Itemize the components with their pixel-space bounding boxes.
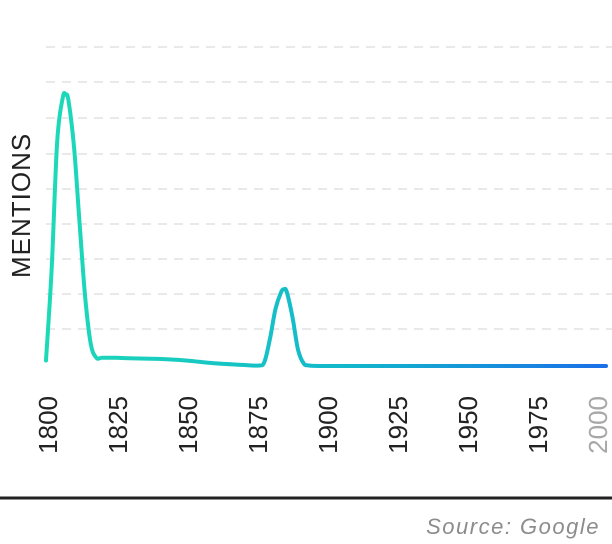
x-axis-ticks: 1800 1825 1850 1875 1900 1925 1950 1975 2000 <box>33 396 612 454</box>
x-tick-label: 1975 <box>523 396 553 454</box>
x-tick-label: 2000 <box>583 396 612 454</box>
x-tick-label: 1950 <box>453 396 483 454</box>
mentions-series-line <box>44 91 608 369</box>
x-tick-label: 1925 <box>383 396 413 454</box>
x-tick-label: 1875 <box>243 396 273 454</box>
x-tick-label: 1900 <box>313 396 343 454</box>
x-tick-label: 1800 <box>33 396 63 454</box>
y-axis-label: MENTIONS <box>6 133 36 278</box>
x-tick-label: 1850 <box>173 396 203 454</box>
gridlines <box>46 46 612 330</box>
source-credit: Source: Google <box>426 514 600 539</box>
x-tick-label: 1825 <box>103 396 133 454</box>
